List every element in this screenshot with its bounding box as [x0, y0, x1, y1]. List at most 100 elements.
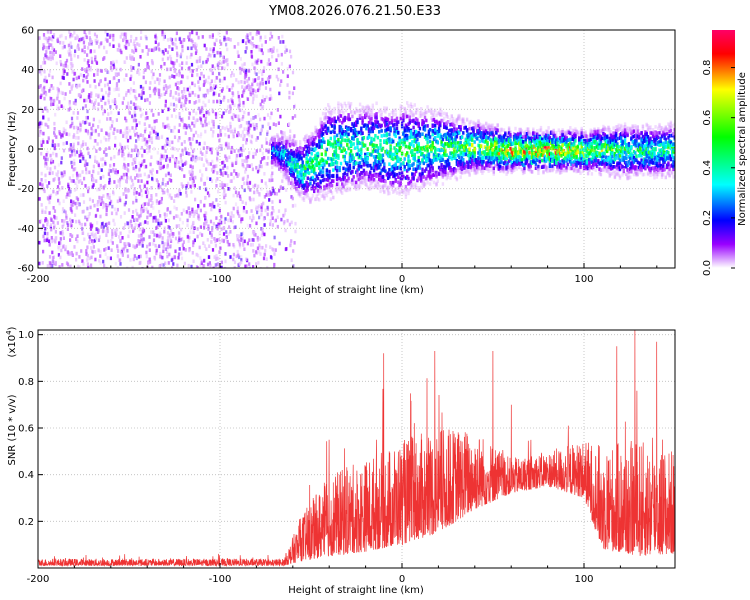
heatmap-cell	[390, 152, 394, 157]
heatmap-cell	[122, 172, 125, 177]
heatmap-cell	[86, 72, 90, 77]
heatmap-cell	[347, 113, 350, 117]
heatmap-cell	[197, 35, 200, 40]
heatmap-cell	[77, 55, 80, 59]
heatmap-cell	[149, 81, 152, 85]
heatmap-cell	[386, 138, 390, 143]
heatmap-cell	[142, 228, 145, 232]
heatmap-cell	[134, 113, 137, 118]
heatmap-cell	[356, 152, 359, 156]
heatmap-cell	[349, 149, 353, 153]
heatmap-cell	[220, 260, 223, 265]
heatmap-cell	[90, 174, 93, 178]
heatmap-cell	[146, 146, 149, 150]
heatmap-cell	[333, 139, 336, 143]
heatmap-cell	[351, 182, 354, 186]
heatmap-cell	[217, 31, 220, 36]
heatmap-cell	[360, 180, 363, 184]
heatmap-cell	[248, 39, 251, 44]
heatmap-cell	[193, 148, 196, 152]
heatmap-cell	[66, 227, 69, 231]
heatmap-cell	[440, 140, 443, 144]
heatmap-cell	[164, 173, 168, 178]
heatmap-cell	[52, 178, 55, 182]
heatmap-cell	[137, 68, 140, 72]
heatmap-cell	[138, 184, 142, 189]
heatmap-cell	[46, 157, 49, 162]
heatmap-cell	[122, 226, 125, 230]
heatmap-cell	[361, 137, 364, 141]
heatmap-cell	[66, 262, 70, 267]
heatmap-cell	[70, 66, 73, 70]
heatmap-cell	[293, 167, 297, 171]
heatmap-cell	[137, 239, 140, 243]
heatmap-cell	[187, 35, 190, 39]
heatmap-cell	[408, 120, 411, 125]
heatmap-cell	[84, 33, 87, 37]
heatmap-cell	[292, 164, 295, 168]
heatmap-cell	[192, 240, 195, 244]
heatmap-cell	[125, 41, 128, 46]
heatmap-cell	[304, 191, 307, 196]
heatmap-cell	[203, 94, 207, 99]
heatmap-cell	[313, 148, 316, 152]
heatmap-cell	[113, 127, 116, 132]
heatmap-cell	[321, 137, 325, 141]
heatmap-cell	[209, 231, 212, 235]
heatmap-cell	[271, 135, 274, 140]
heatmap-cell	[46, 236, 49, 241]
heatmap-cell	[201, 35, 204, 39]
heatmap-cell	[393, 127, 396, 131]
heatmap-cell	[148, 86, 151, 91]
heatmap-cell	[195, 252, 198, 257]
heatmap-cell	[260, 212, 263, 217]
heatmap-cell	[203, 244, 206, 248]
heatmap-cell	[266, 77, 270, 81]
heatmap-cell	[265, 137, 268, 141]
heatmap-cell	[306, 152, 309, 157]
heatmap-cell	[63, 96, 66, 101]
heatmap-cell	[351, 136, 354, 140]
heatmap-cell	[174, 164, 177, 168]
heatmap-cell	[413, 172, 416, 177]
heatmap-cell	[105, 206, 108, 210]
heatmap-cell	[110, 211, 114, 216]
heatmap-cell	[154, 34, 157, 39]
heatmap-cell	[224, 126, 227, 131]
heatmap-cell	[54, 143, 57, 147]
heatmap-cell	[228, 104, 232, 108]
heatmap-cell	[279, 165, 283, 170]
heatmap-cell	[155, 199, 158, 203]
heatmap-cell	[374, 149, 377, 153]
heatmap-cell	[217, 189, 220, 194]
heatmap-cell	[273, 138, 276, 142]
heatmap-cell	[112, 191, 115, 196]
heatmap-cell	[132, 189, 136, 193]
heatmap-cell	[57, 253, 60, 257]
heatmap-cell	[412, 132, 415, 136]
heatmap-cell	[97, 163, 100, 168]
heatmap-cell	[164, 103, 167, 108]
heatmap-cell	[85, 167, 88, 171]
heatmap-cell	[181, 148, 184, 153]
heatmap-cell	[241, 217, 244, 221]
heatmap-cell	[218, 79, 222, 83]
heatmap-cell	[283, 170, 287, 174]
heatmap-cell	[403, 113, 406, 118]
heatmap-cell	[114, 168, 117, 172]
heatmap-cell	[353, 128, 357, 133]
heatmap-cell	[402, 161, 405, 165]
heatmap-cell	[403, 126, 406, 130]
heatmap-cell	[409, 135, 413, 139]
heatmap-cell	[260, 164, 263, 169]
heatmap-cell	[306, 182, 309, 187]
heatmap-cell	[406, 151, 409, 156]
heatmap-cell	[240, 255, 243, 259]
heatmap-cell	[314, 147, 317, 151]
heatmap-cell	[105, 208, 108, 212]
heatmap-cell	[292, 249, 295, 253]
heatmap-cell	[376, 155, 380, 159]
heatmap-cell	[74, 167, 77, 171]
heatmap-cell	[97, 133, 100, 137]
heatmap-cell	[69, 53, 73, 58]
